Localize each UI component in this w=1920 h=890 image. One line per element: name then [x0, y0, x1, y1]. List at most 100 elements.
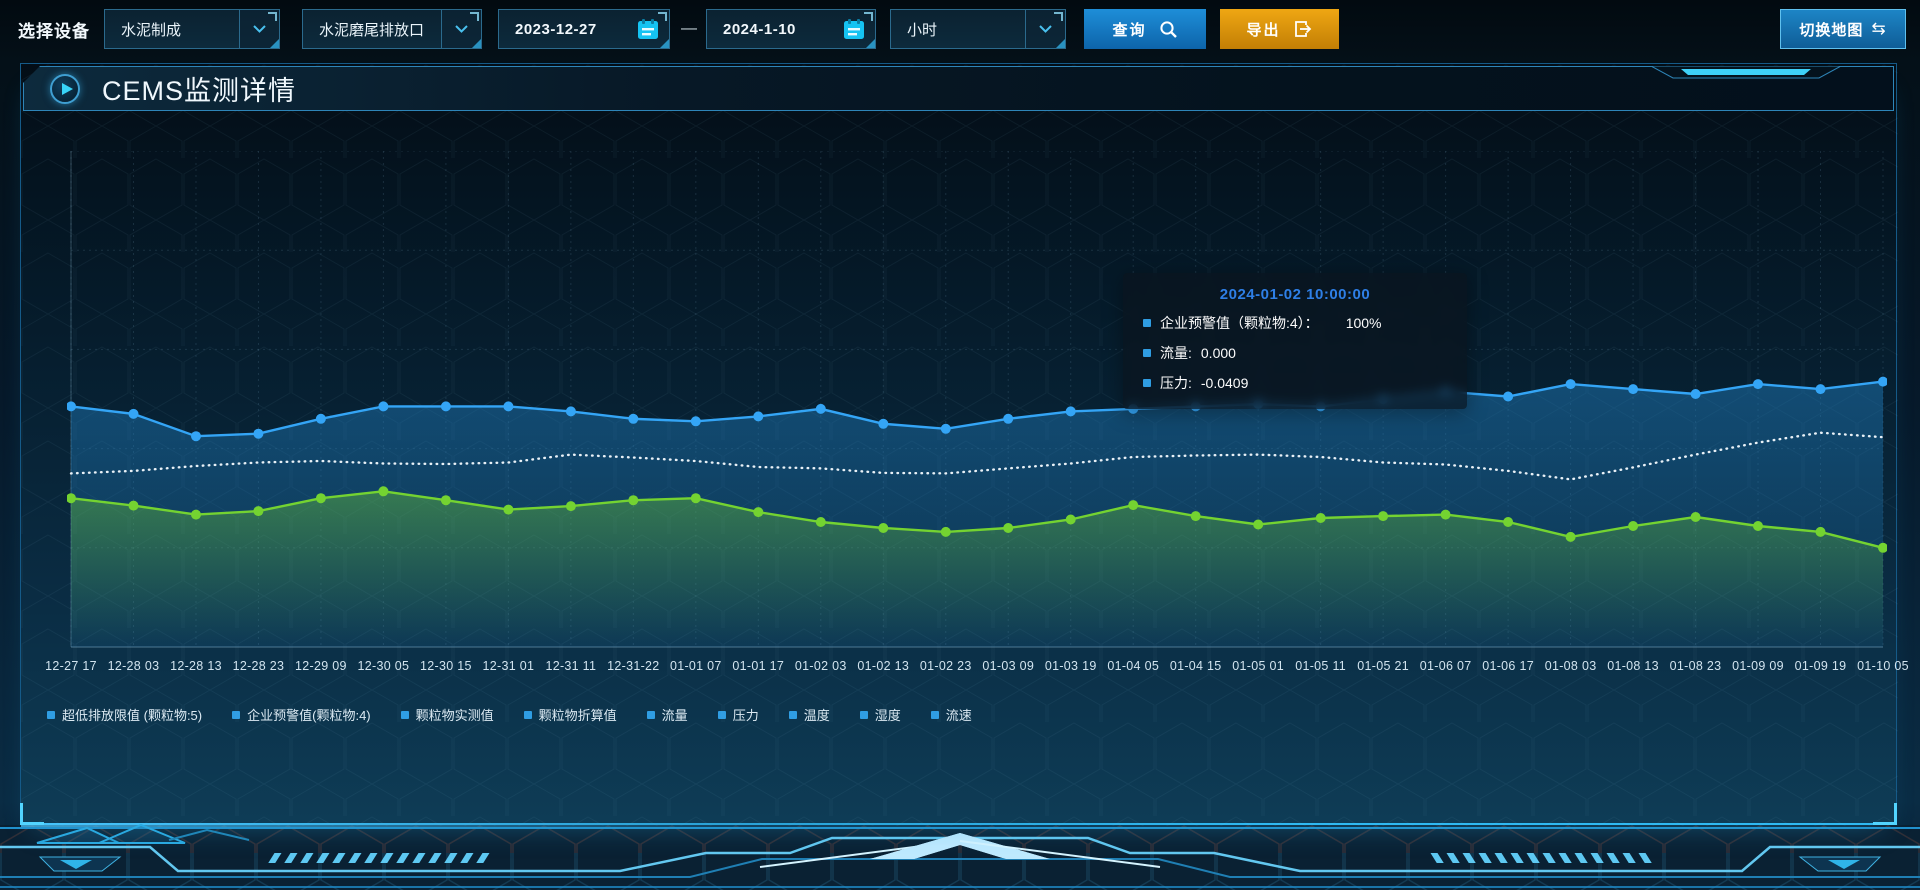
x-axis-label: 01-05 01	[1232, 659, 1285, 673]
chevron-down-icon[interactable]	[1025, 10, 1065, 48]
header-notch-decoration	[1651, 66, 1841, 79]
legend-item[interactable]: 压力	[717, 705, 759, 724]
interval-select[interactable]: 小时	[890, 9, 1066, 49]
legend-label: 压力	[732, 708, 759, 723]
x-axis-label: 01-05 11	[1295, 659, 1347, 673]
x-axis-label: 01-04 05	[1107, 659, 1160, 673]
cems-panel: CEMS监测详情 12-27 17 12-28 03 12-28 13 12-28 2…	[20, 63, 1909, 844]
x-axis-label: 01-01 07	[669, 659, 722, 673]
chevron-down-icon[interactable]	[239, 10, 279, 48]
switch-map-label: 切换地图	[1799, 21, 1864, 39]
chart-tooltip: 2024-01-02 10:00:00 企业预警值（颗粒物:4）： 100% 流…	[1123, 273, 1467, 409]
legend-marker-icon	[930, 710, 939, 719]
legend-item[interactable]: 颗粒物实测值	[400, 705, 494, 724]
chart-area[interactable]: 12-27 17 12-28 03 12-28 13 12-28 23 12-29 09…	[45, 150, 1909, 679]
x-axis-label: 12-29 09	[295, 659, 347, 673]
tooltip-value: 100%	[1345, 315, 1382, 331]
x-axis-label: 12-31 01	[482, 659, 535, 673]
x-axis-label: 01-08 23	[1669, 659, 1722, 673]
tooltip-label: 企业预警值（颗粒物:4）：	[1160, 315, 1319, 331]
end-date-input[interactable]: 2024-1-10	[706, 9, 876, 49]
x-axis-label: 12-30 15	[420, 659, 472, 673]
query-button[interactable]: 查询	[1084, 9, 1206, 49]
device-category-select[interactable]: 水泥制成	[104, 9, 280, 49]
legend-item[interactable]: 企业预警值(颗粒物:4)	[232, 705, 371, 724]
x-axis-label: 01-05 21	[1357, 659, 1409, 673]
tooltip-label: 压力:	[1160, 375, 1192, 391]
x-axis-label: 12-31-22	[607, 659, 660, 673]
panel-header: CEMS监测详情	[23, 66, 1894, 111]
legend-label: 流速	[945, 708, 972, 723]
calendar-icon[interactable]	[637, 18, 659, 40]
series-1	[69, 431, 1885, 481]
legend-label: 颗粒物实测值	[415, 708, 494, 723]
x-axis-label: 01-02 13	[857, 659, 910, 673]
tooltip-title: 2024-01-02 10:00:00	[1219, 286, 1371, 303]
export-button[interactable]: 导出	[1220, 9, 1339, 49]
toolbar: 选择设备 水泥制成 水泥磨尾排放口 2023-12-27 — 2024-1-10…	[0, 8, 1920, 50]
tooltip-marker	[1143, 319, 1151, 327]
x-axis-label: 01-06 07	[1419, 659, 1472, 673]
swap-arrows-icon: ⇆	[1871, 19, 1887, 38]
switch-map-button[interactable]: 切换地图 ⇆	[1780, 9, 1906, 49]
legend-marker-icon	[400, 710, 409, 719]
calendar-icon[interactable]	[843, 18, 865, 40]
legend-item[interactable]: 流速	[930, 705, 972, 724]
chevron-down-icon[interactable]	[441, 10, 481, 48]
x-axis-label: 12-30 05	[357, 659, 410, 673]
date-range-separator: —	[681, 20, 697, 37]
x-axis-label: 01-08 13	[1607, 659, 1659, 673]
query-button-label: 查询	[1112, 21, 1147, 39]
panel-corner-accent	[1873, 803, 1897, 825]
outlet-value: 水泥磨尾排放口	[319, 21, 425, 39]
start-date-input[interactable]: 2023-12-27	[498, 9, 670, 49]
x-axis-label: 12-27 17	[45, 659, 97, 673]
legend-label: 湿度	[874, 708, 901, 723]
x-axis-label: 01-04 15	[1169, 659, 1222, 673]
device-select-label: 选择设备	[18, 21, 90, 41]
header-fade-bar	[21, 823, 1296, 827]
x-axis-label: 01-01 17	[732, 659, 785, 673]
legend-marker-icon	[717, 710, 726, 719]
outlet-select[interactable]: 水泥磨尾排放口	[302, 9, 482, 49]
tooltip-row: 压力: -0.0409	[1123, 373, 1467, 393]
panel-title: CEMS监测详情	[102, 76, 297, 106]
panel-corner-accent	[20, 803, 44, 825]
legend-label: 颗粒物折算值	[538, 708, 617, 723]
legend-marker-icon	[523, 710, 532, 719]
legend-item[interactable]: 湿度	[859, 705, 901, 724]
chart-legend: 超低排放限值 (颗粒物:5) 企业预警值(颗粒物:4) 颗粒物实测值 颗粒物折算…	[47, 705, 1896, 724]
legend-marker-icon	[47, 710, 55, 719]
end-date-value: 2024-1-10	[723, 20, 796, 38]
start-date-value: 2023-12-27	[515, 20, 597, 38]
legend-item[interactable]: 超低排放限值 (颗粒物:5)	[47, 705, 202, 724]
x-axis-labels: 12-27 17 12-28 03 12-28 13 12-28 23 12-29 09…	[45, 659, 1908, 679]
legend-item[interactable]: 颗粒物折算值	[523, 705, 617, 724]
x-axis-label: 01-08 03	[1544, 659, 1597, 673]
x-axis-label: 12-28 03	[107, 659, 160, 673]
legend-marker-icon	[232, 710, 241, 719]
x-axis-label: 12-28 23	[232, 659, 285, 673]
tooltip-label: 流量:	[1160, 345, 1192, 361]
tooltip-marker	[1143, 379, 1151, 387]
x-axis-label: 01-09 19	[1794, 659, 1847, 673]
tooltip-value: 0.000	[1200, 345, 1236, 361]
legend-marker-icon	[788, 710, 797, 719]
cems-chart-svg[interactable]	[66, 150, 1888, 648]
legend-label: 超低排放限值 (颗粒物:5)	[62, 708, 203, 723]
legend-item[interactable]: 温度	[788, 705, 830, 724]
tooltip-value: -0.0409	[1200, 375, 1249, 391]
legend-marker-icon	[646, 710, 655, 719]
x-axis-label: 01-02 23	[919, 659, 972, 673]
x-axis-label: 01-02 03	[794, 659, 847, 673]
export-button-label: 导出	[1246, 21, 1281, 39]
tooltip-row: 流量: 0.000	[1123, 343, 1467, 363]
footer-decoration	[0, 825, 1920, 890]
legend-item[interactable]: 流量	[646, 705, 688, 724]
x-axis-label: 12-28 13	[170, 659, 222, 673]
x-axis-label: 01-09 09	[1732, 659, 1784, 673]
legend-marker-icon	[859, 710, 868, 719]
search-icon	[1159, 20, 1177, 38]
x-axis-label: 01-06 17	[1482, 659, 1534, 673]
x-axis-label: 01-03 09	[982, 659, 1035, 673]
